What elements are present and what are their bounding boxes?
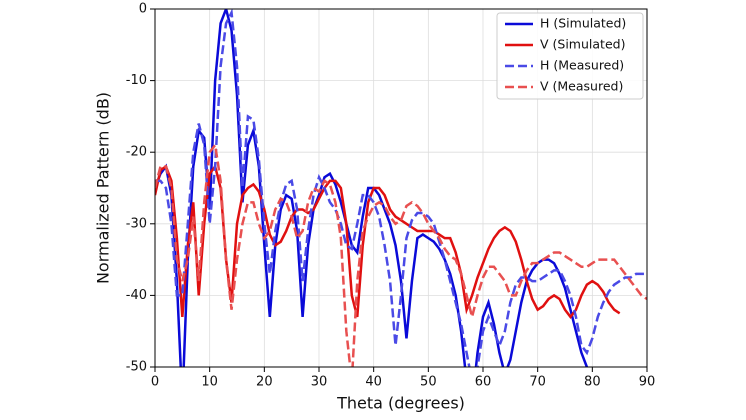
series-line	[155, 9, 647, 367]
x-tick-label: 10	[201, 375, 218, 390]
y-tick-label: -40	[126, 288, 147, 303]
plot-frame	[154, 8, 648, 368]
y-tick-label: 0	[139, 2, 147, 17]
x-tick-label: 60	[475, 375, 492, 390]
y-tick-label: -10	[126, 73, 147, 88]
y-tick-label: -20	[126, 145, 147, 160]
y-tick-label: -50	[126, 360, 147, 375]
x-tick-label: 70	[529, 375, 546, 390]
legend-label: H (Simulated)	[540, 16, 626, 31]
x-tick-label: 40	[365, 375, 382, 390]
y-axis-label: Normalized Pattern (dB)	[94, 92, 113, 284]
x-tick-label: 20	[256, 375, 273, 390]
series-line	[155, 163, 621, 319]
x-tick-label: 0	[151, 375, 159, 390]
y-tick-label: -30	[126, 216, 147, 231]
legend-label: V (Measured)	[540, 79, 623, 94]
x-axis-label: Theta (degrees)	[336, 394, 465, 413]
x-tick-label: 30	[311, 375, 328, 390]
legend-label: V (Simulated)	[540, 37, 625, 52]
x-tick-label: 90	[639, 375, 656, 390]
plot-area	[155, 9, 647, 367]
x-tick-label: 80	[584, 375, 601, 390]
series-line	[155, 141, 647, 367]
x-tick-label: 50	[420, 375, 437, 390]
legend-label: H (Measured)	[540, 58, 624, 73]
legend-box	[496, 12, 644, 100]
